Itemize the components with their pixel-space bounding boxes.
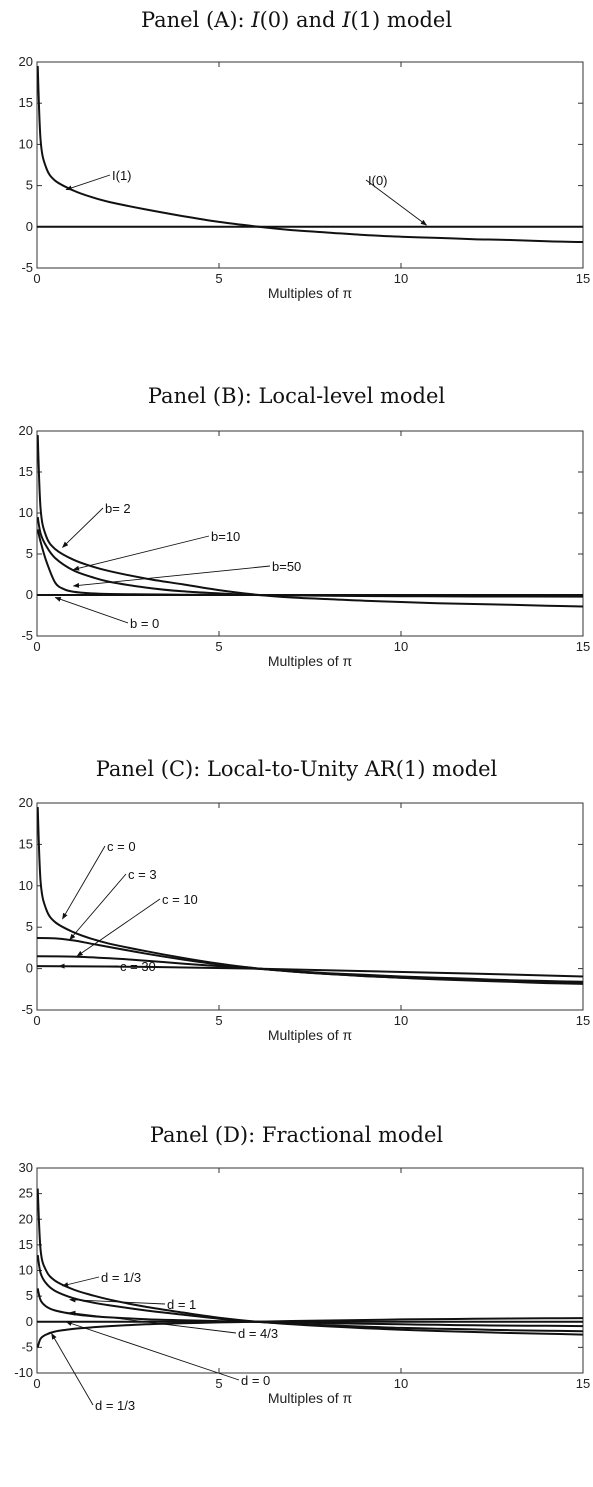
series-line-3 bbox=[37, 965, 583, 978]
y-tick-label: 20 bbox=[19, 423, 33, 438]
panel-c-title: Panel (C): Local-to-Unity AR(1) model bbox=[95, 757, 498, 781]
annotation-label: d = 1/3 bbox=[101, 1270, 141, 1285]
annotation-arrow bbox=[62, 845, 106, 920]
annotation-label: d = 1 bbox=[167, 1297, 196, 1312]
y-tick-label: 10 bbox=[19, 136, 33, 151]
plot-frame bbox=[36, 61, 584, 269]
y-tick-label: 0 bbox=[26, 1314, 33, 1329]
annotation-label: c = 0 bbox=[107, 839, 136, 854]
y-tick-label: 25 bbox=[19, 1186, 33, 1201]
x-tick-label: 10 bbox=[394, 639, 408, 654]
annotation-label: c = 30 bbox=[120, 959, 156, 974]
panel-b-title: Panel (B): Local-level model bbox=[147, 384, 446, 408]
x-tick-label: 0 bbox=[33, 639, 40, 654]
x-tick-label: 10 bbox=[394, 1376, 408, 1391]
y-tick-label: 15 bbox=[19, 464, 33, 479]
y-tick-label: 0 bbox=[26, 961, 33, 976]
y-tick-label: -5 bbox=[21, 1002, 33, 1017]
y-tick-label: 5 bbox=[26, 178, 33, 193]
series-line-2 bbox=[37, 955, 583, 983]
x-tick-label: 0 bbox=[33, 1013, 40, 1028]
series-line-0 bbox=[37, 66, 583, 243]
y-tick-label: -10 bbox=[14, 1365, 33, 1380]
series-line-4 bbox=[37, 1317, 583, 1348]
x-tick-label: 15 bbox=[576, 271, 590, 286]
annotation-arrow bbox=[72, 535, 210, 571]
annotation-arrow bbox=[69, 1297, 166, 1305]
y-tick-label: -5 bbox=[21, 1339, 33, 1354]
x-tick-label: 15 bbox=[576, 639, 590, 654]
y-tick-label: 30 bbox=[19, 1160, 33, 1175]
annotation-label: b=50 bbox=[272, 559, 301, 574]
y-tick-label: 10 bbox=[19, 878, 33, 893]
series-line-1 bbox=[37, 516, 583, 598]
series-line-1 bbox=[37, 1254, 583, 1333]
y-tick-label: -5 bbox=[21, 260, 33, 275]
annotation-label: c = 3 bbox=[128, 867, 157, 882]
series-line-0 bbox=[37, 807, 583, 985]
x-tick-label: 15 bbox=[576, 1376, 590, 1391]
annotation-label: d = 4/3 bbox=[238, 1326, 278, 1341]
y-tick-label: 20 bbox=[19, 1211, 33, 1226]
y-tick-label: 20 bbox=[19, 54, 33, 69]
x-tick-label: 5 bbox=[215, 639, 222, 654]
y-tick-label: 15 bbox=[19, 95, 33, 110]
y-tick-label: 10 bbox=[19, 505, 33, 520]
annotation-label: I(0) bbox=[368, 173, 388, 188]
y-tick-label: 0 bbox=[26, 587, 33, 602]
x-tick-label: 5 bbox=[215, 1376, 222, 1391]
annotation-label: b= 2 bbox=[105, 501, 131, 516]
annotation-arrow bbox=[65, 1321, 240, 1381]
chart-panel-d: 0 5 10 15 -10 -5 0 5 10 15 20 25 30 Multiples of π d =… bbox=[14, 1160, 590, 1413]
y-tick-label: 20 bbox=[19, 795, 33, 810]
annotation-label: d = 1/3 bbox=[95, 1398, 135, 1413]
annotation-arrow bbox=[62, 507, 104, 548]
annotation-arrow bbox=[69, 873, 127, 941]
annotation-arrow bbox=[61, 1276, 100, 1287]
x-axis-label: Multiples of π bbox=[268, 653, 353, 669]
annotation-label: b = 0 bbox=[130, 616, 159, 631]
x-tick-label: 5 bbox=[215, 1013, 222, 1028]
x-tick-label: 5 bbox=[215, 271, 222, 286]
y-tick-label: 5 bbox=[26, 546, 33, 561]
series-line-0 bbox=[37, 435, 583, 608]
annotation-arrow bbox=[76, 898, 161, 957]
annotation-label: b=10 bbox=[211, 529, 240, 544]
x-tick-label: 10 bbox=[394, 271, 408, 286]
y-tick-label: -5 bbox=[21, 628, 33, 643]
x-axis-label: Multiples of π bbox=[268, 1027, 353, 1043]
annotation-label: I(1) bbox=[112, 168, 132, 183]
annotation-arrow bbox=[54, 596, 129, 624]
panel-d-title: Panel (D): Fractional model bbox=[149, 1123, 444, 1147]
annotation-label: c = 10 bbox=[162, 892, 198, 907]
y-tick-label: 5 bbox=[26, 1288, 33, 1303]
y-tick-label: 15 bbox=[19, 1237, 33, 1252]
x-tick-label: 15 bbox=[576, 1013, 590, 1028]
x-tick-label: 0 bbox=[33, 271, 40, 286]
x-axis-label: Multiples of π bbox=[268, 285, 353, 301]
plot-frame bbox=[36, 802, 584, 1011]
y-tick-label: 5 bbox=[26, 919, 33, 934]
x-axis-label: Multiples of π bbox=[268, 1390, 353, 1406]
plot-frame bbox=[36, 430, 584, 637]
annotation-arrow bbox=[51, 1332, 94, 1406]
y-tick-label: 15 bbox=[19, 836, 33, 851]
annotation-arrow bbox=[69, 1310, 237, 1334]
annotation-label: d = 0 bbox=[241, 1373, 270, 1388]
annotation-arrow bbox=[72, 565, 271, 588]
x-tick-label: 0 bbox=[33, 1376, 40, 1391]
y-tick-label: 10 bbox=[19, 1263, 33, 1278]
x-tick-label: 10 bbox=[394, 1013, 408, 1028]
series-line-0 bbox=[37, 1188, 583, 1336]
panel-a-title: Panel (A): I(0) and I(1) model bbox=[140, 8, 453, 32]
annotation-arrow bbox=[365, 179, 427, 226]
series-line-2 bbox=[37, 529, 583, 597]
y-tick-label: 0 bbox=[26, 219, 33, 234]
annotation-arrow bbox=[65, 174, 111, 191]
